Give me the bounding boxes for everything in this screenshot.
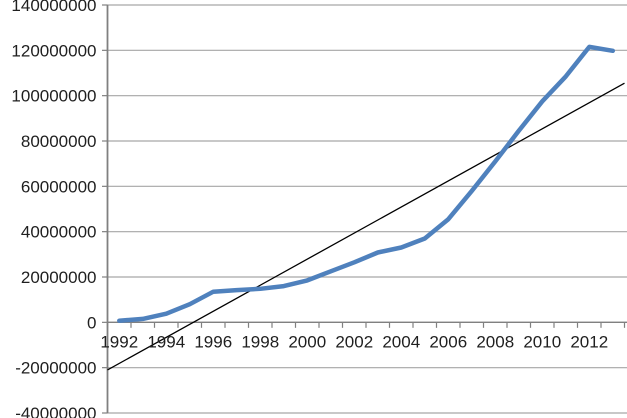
x-axis-label: 1994 [147,332,185,351]
y-axis-label: 140000000 [11,0,96,15]
y-axis-label: 40000000 [21,223,97,242]
x-axis-label: 2006 [429,332,467,351]
x-axis-label: 1998 [241,332,279,351]
y-axis-label: -20000000 [15,359,96,378]
x-axis-label: 2002 [335,332,373,351]
data-series-line [117,44,616,323]
y-axis-label: 120000000 [11,41,96,60]
x-axis-label: 2010 [523,332,561,351]
y-axis-label: 0 [87,313,96,332]
y-axis-label: 60000000 [21,177,97,196]
y-axis-label: -40000000 [15,404,96,418]
x-axis-label: 2012 [570,332,608,351]
x-axis-label: 2000 [288,332,326,351]
x-axis-label: 2004 [382,332,420,351]
y-axis-label: 20000000 [21,268,97,287]
x-axis-label: 1996 [194,332,232,351]
x-axis-label: 1992 [100,332,138,351]
x-axis-label: 2008 [476,332,514,351]
trendline [107,82,625,371]
y-axis-label: 100000000 [11,87,96,106]
y-axis-label: 80000000 [21,132,97,151]
